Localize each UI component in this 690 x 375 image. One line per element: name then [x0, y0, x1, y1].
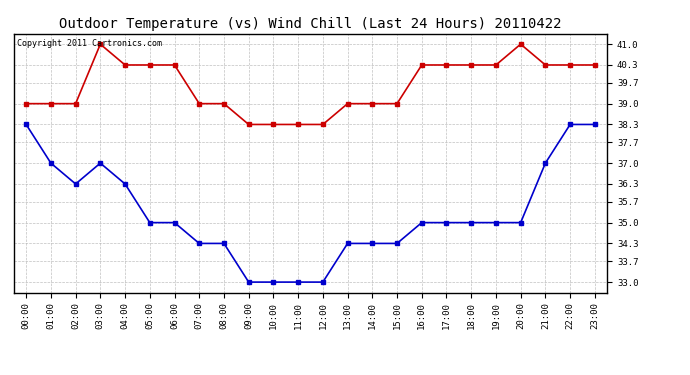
Text: Copyright 2011 Cartronics.com: Copyright 2011 Cartronics.com — [17, 39, 161, 48]
Title: Outdoor Temperature (vs) Wind Chill (Last 24 Hours) 20110422: Outdoor Temperature (vs) Wind Chill (Las… — [59, 17, 562, 31]
